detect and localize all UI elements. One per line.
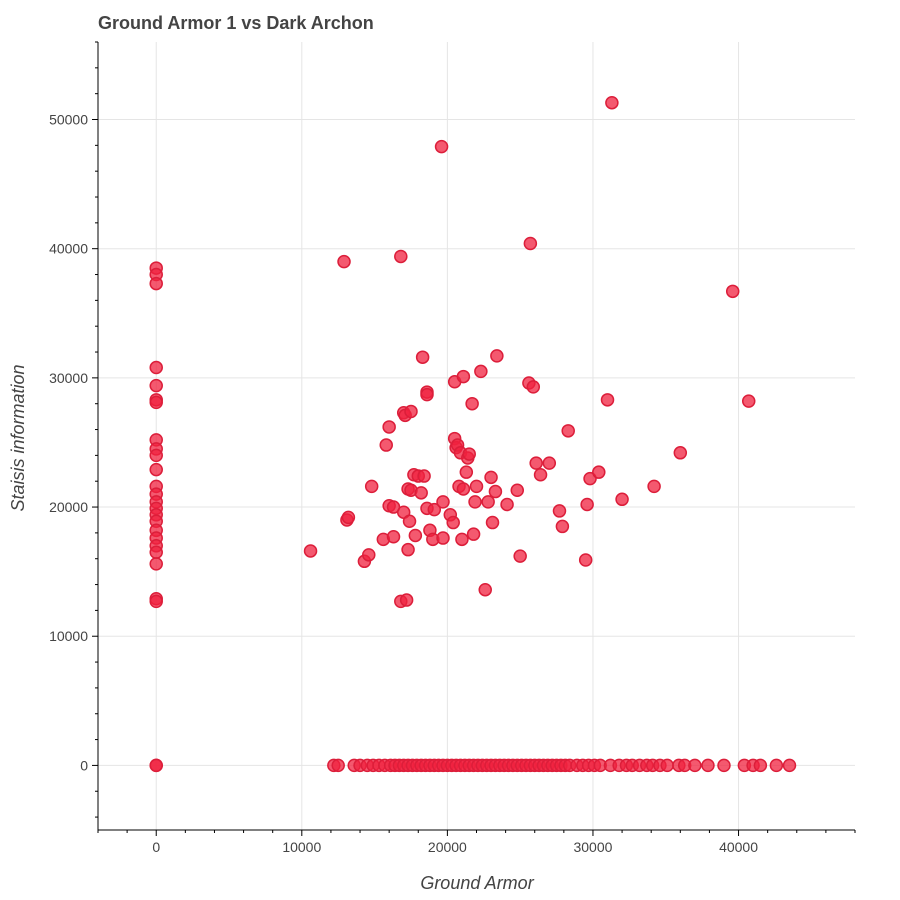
data-point (386, 530, 401, 544)
data-point (303, 544, 318, 558)
data-point (688, 758, 702, 773)
data-point (149, 395, 163, 410)
data-point (382, 420, 396, 434)
data-point (580, 497, 594, 512)
data-point (542, 456, 557, 470)
data-point (379, 438, 393, 452)
data-point (510, 483, 525, 498)
data-point (399, 593, 414, 607)
x-tick-label: 30000 (573, 839, 612, 855)
x-tick-label: 0 (152, 839, 160, 855)
data-point (782, 758, 797, 773)
data-point (149, 557, 163, 571)
data-point (394, 249, 408, 264)
data-point (561, 424, 575, 438)
data-point (465, 396, 479, 411)
data-point (436, 531, 450, 545)
data-point (753, 758, 768, 773)
data-point (149, 594, 163, 609)
data-point (529, 456, 543, 470)
data-point (725, 284, 740, 299)
data-point (466, 527, 481, 541)
data-point (605, 95, 619, 110)
data-point (474, 364, 488, 379)
y-tick-label: 50000 (49, 112, 88, 128)
x-axis-title: Ground Armor (420, 873, 534, 893)
data-point (552, 504, 567, 518)
data-point (701, 758, 715, 773)
data-point (481, 495, 495, 509)
data-points (149, 95, 797, 773)
data-point (149, 545, 163, 560)
data-point (149, 448, 163, 463)
x-tick-label: 40000 (719, 839, 758, 855)
data-point (149, 360, 163, 375)
y-tick-label: 0 (80, 757, 88, 773)
y-tick-label: 10000 (49, 628, 88, 644)
data-point (533, 468, 548, 482)
data-point (615, 492, 629, 507)
data-point (364, 479, 379, 494)
y-axis-title: Staisis information (8, 364, 28, 511)
data-point (456, 369, 471, 384)
data-point (741, 394, 756, 408)
data-point (331, 758, 345, 773)
data-point (402, 514, 417, 529)
data-point (673, 446, 688, 460)
data-point (468, 495, 482, 509)
data-point (478, 582, 492, 597)
data-point (484, 470, 498, 485)
data-point (149, 462, 163, 477)
data-point (485, 515, 500, 530)
data-point (469, 479, 484, 494)
data-point (337, 254, 351, 269)
axes: 0 10000 20000 30000 40000 0 10000 20000 30000 400… (49, 41, 856, 855)
y-tick-label: 20000 (49, 499, 88, 515)
data-point (149, 276, 163, 291)
data-point (490, 349, 504, 363)
data-point (362, 548, 376, 562)
x-tick-label: 20000 (428, 839, 467, 855)
data-point (436, 495, 450, 509)
data-point (149, 378, 163, 393)
x-tick-label: 10000 (282, 839, 321, 855)
data-point (420, 387, 434, 402)
data-point (434, 139, 449, 154)
data-point (149, 758, 163, 773)
data-point (456, 482, 471, 496)
data-point (404, 404, 418, 419)
data-point (647, 479, 661, 494)
data-point (446, 515, 460, 530)
data-point (488, 484, 503, 499)
data-point (660, 758, 674, 773)
chart-title: Ground Armor 1 vs Dark Archon (98, 13, 374, 33)
data-point (592, 465, 606, 479)
data-point (462, 447, 476, 461)
grid-lines (98, 42, 855, 830)
data-point (500, 497, 514, 512)
data-point (600, 393, 615, 407)
y-tick-label: 30000 (49, 370, 88, 386)
data-point (455, 532, 469, 547)
data-point (717, 758, 731, 773)
data-point (408, 528, 423, 543)
data-point (427, 502, 442, 517)
data-point (417, 469, 431, 483)
data-point (414, 486, 428, 500)
data-point (526, 380, 541, 394)
y-tick-label: 40000 (49, 241, 88, 257)
data-point (341, 510, 356, 525)
data-point (578, 553, 593, 567)
data-point (769, 758, 784, 773)
data-point (401, 542, 415, 557)
data-point (415, 350, 430, 364)
data-point (459, 465, 474, 479)
data-point (555, 519, 570, 534)
data-point (513, 549, 527, 563)
data-point (523, 236, 538, 251)
